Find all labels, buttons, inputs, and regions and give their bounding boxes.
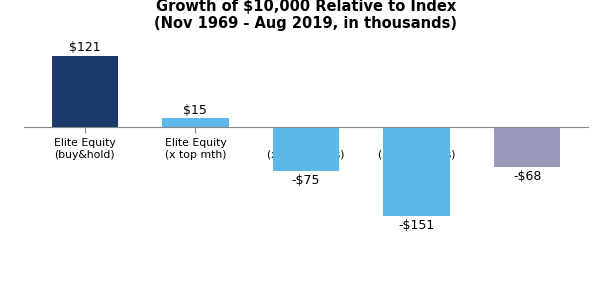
Title: Growth of $10,000 Relative to Index
(Nov 1969 - Aug 2019, in thousands): Growth of $10,000 Relative to Index (Nov…: [155, 0, 458, 31]
Text: -$151: -$151: [398, 219, 435, 232]
Text: -$75: -$75: [292, 174, 320, 187]
Text: $15: $15: [184, 104, 208, 117]
Bar: [273, 127, 339, 171]
Text: -$68: -$68: [513, 170, 541, 183]
Text: $121: $121: [69, 41, 101, 54]
Bar: [162, 118, 229, 127]
Bar: [383, 127, 450, 216]
Bar: [494, 127, 560, 167]
Bar: [52, 56, 118, 127]
